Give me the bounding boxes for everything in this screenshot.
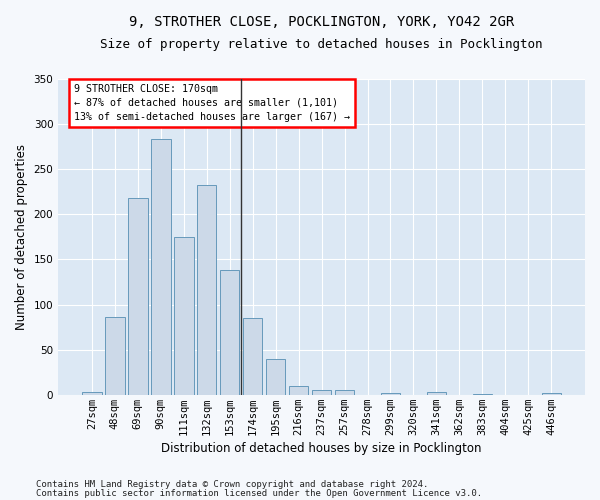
Bar (473, 394, 492, 395)
X-axis label: Distribution of detached houses by size in Pocklington: Distribution of detached houses by size … (161, 442, 482, 455)
Bar (128, 198, 148, 395)
Text: Contains HM Land Registry data © Crown copyright and database right 2024.: Contains HM Land Registry data © Crown c… (36, 480, 428, 489)
Bar (266, 358, 286, 395)
Bar (243, 318, 262, 395)
Bar (312, 390, 331, 395)
Bar (82, 392, 101, 395)
Bar (197, 186, 217, 395)
Bar (381, 393, 400, 395)
Bar (220, 270, 239, 395)
Bar (105, 317, 125, 395)
Bar (174, 237, 194, 395)
Text: Contains public sector information licensed under the Open Government Licence v3: Contains public sector information licen… (36, 488, 482, 498)
Title: Size of property relative to detached houses in Pocklington: Size of property relative to detached ho… (100, 38, 543, 52)
Y-axis label: Number of detached properties: Number of detached properties (15, 144, 28, 330)
Text: 9 STROTHER CLOSE: 170sqm
← 87% of detached houses are smaller (1,101)
13% of sem: 9 STROTHER CLOSE: 170sqm ← 87% of detach… (74, 84, 350, 122)
Bar (335, 390, 355, 395)
Bar (289, 386, 308, 395)
Bar (542, 393, 561, 395)
Bar (427, 392, 446, 395)
Bar (151, 140, 170, 395)
Text: 9, STROTHER CLOSE, POCKLINGTON, YORK, YO42 2GR: 9, STROTHER CLOSE, POCKLINGTON, YORK, YO… (129, 15, 514, 29)
